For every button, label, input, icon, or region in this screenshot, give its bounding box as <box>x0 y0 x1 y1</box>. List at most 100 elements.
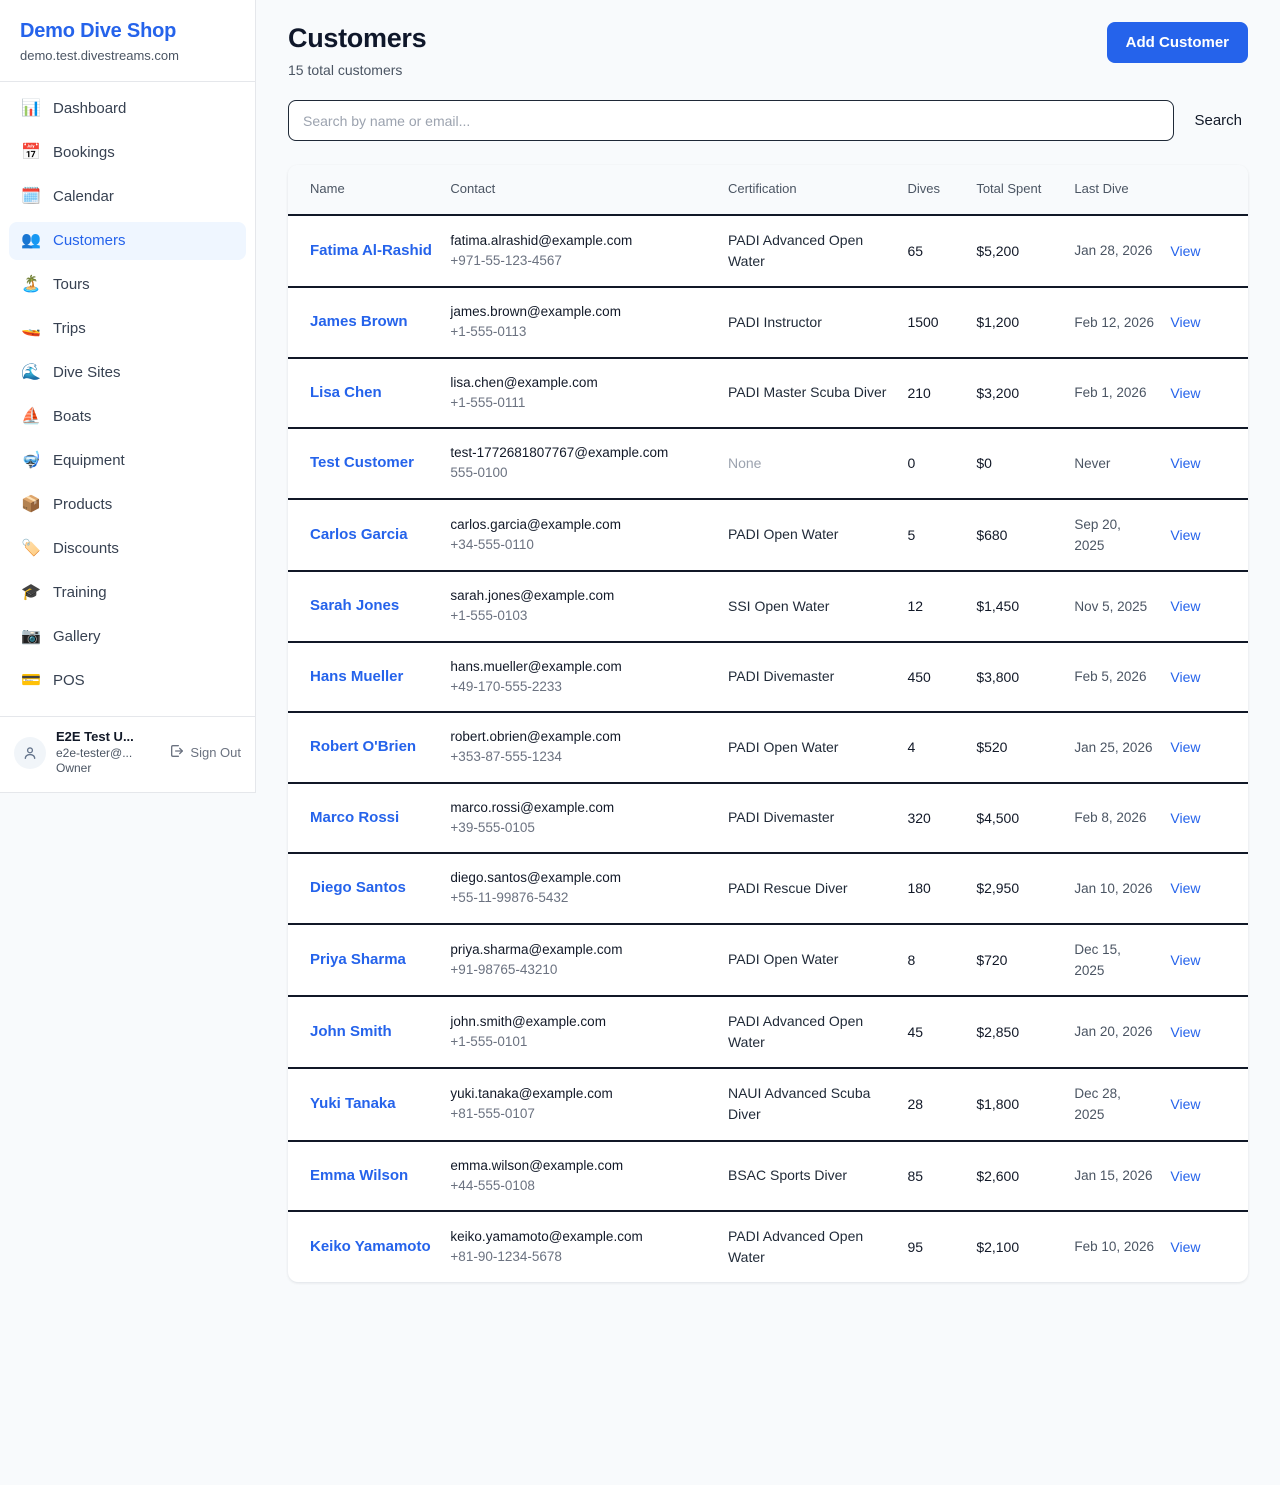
sidebar-item-calendar[interactable]: 🗓️ Calendar <box>9 178 246 216</box>
cell-certification: PADI Divemaster <box>719 782 900 855</box>
view-link[interactable]: View <box>1170 809 1201 826</box>
dives-count: 8 <box>907 951 916 968</box>
customer-name-link[interactable]: Priya Sharma <box>310 950 406 968</box>
view-link[interactable]: View <box>1170 1238 1201 1255</box>
view-link[interactable]: View <box>1170 668 1201 685</box>
cell-dives: 320 <box>899 782 969 855</box>
table-row: Fatima Al-Rashid fatima.alrashid@example.… <box>288 215 1248 289</box>
view-link[interactable]: View <box>1170 1023 1201 1040</box>
customer-name-link[interactable]: Robert O'Brien <box>310 738 417 756</box>
sidebar-item-dashboard[interactable]: 📊 Dashboard <box>9 90 246 128</box>
cell-name: John Smith <box>288 996 443 1070</box>
search-button[interactable]: Search <box>1188 108 1248 133</box>
sidebar-item-equipment[interactable]: 🤿 Equipment <box>9 442 246 480</box>
table-row: Robert O'Brien robert.obrien@example.com +… <box>288 712 1248 784</box>
cell-last-dive: Jan 15, 2026 <box>1066 1140 1163 1213</box>
package-icon: 📦 <box>21 495 41 513</box>
customer-name-link[interactable]: Fatima Al-Rashid <box>310 241 432 259</box>
cell-certification: NAUI Advanced Scuba Diver <box>719 1068 900 1142</box>
view-link[interactable]: View <box>1170 739 1201 756</box>
customer-phone: +1-555-0113 <box>450 324 527 340</box>
column-header-total-spent: Total Spent <box>968 165 1067 217</box>
view-link[interactable]: View <box>1170 880 1201 897</box>
cell-name: Priya Sharma <box>288 923 443 998</box>
certification-value: PADI Open Water <box>727 526 839 543</box>
cell-actions: View <box>1162 357 1248 430</box>
certification-value: PADI Rescue Diver <box>727 879 848 896</box>
sidebar-item-boats[interactable]: ⛵ Boats <box>9 398 246 436</box>
customer-name-link[interactable]: Sarah Jones <box>310 597 400 615</box>
table-head: Name Contact Certification Dives Total S… <box>288 165 1248 217</box>
cell-actions: View <box>1162 641 1248 714</box>
customer-email: marco.rossi@example.com <box>450 799 615 815</box>
view-link[interactable]: View <box>1170 526 1201 543</box>
total-spent-value: $680 <box>976 526 1008 543</box>
view-link[interactable]: View <box>1170 314 1201 331</box>
sidebar-item-products[interactable]: 📦 Products <box>9 486 246 524</box>
certification-value: PADI Open Water <box>727 738 839 755</box>
last-dive-value: Dec 15, 2025 <box>1074 941 1121 978</box>
customer-name-link[interactable]: John Smith <box>310 1022 392 1040</box>
sidebar-item-gallery[interactable]: 📷 Gallery <box>9 618 246 656</box>
customer-name-link[interactable]: Hans Mueller <box>310 667 404 685</box>
cell-contact: carlos.garcia@example.com +34-555-0110 <box>442 498 720 573</box>
last-dive-value: Feb 12, 2026 <box>1074 314 1154 330</box>
sidebar-item-bookings[interactable]: 📅 Bookings <box>9 134 246 172</box>
column-header-last-dive: Last Dive <box>1066 165 1163 217</box>
cell-certification: PADI Rescue Diver <box>719 853 900 925</box>
customer-name-link[interactable]: Emma Wilson <box>310 1166 409 1184</box>
view-link[interactable]: View <box>1170 1167 1201 1184</box>
customer-name-link[interactable]: Yuki Tanaka <box>310 1095 396 1113</box>
customer-name-link[interactable]: Keiko Yamamoto <box>310 1237 431 1255</box>
sidebar-item-training[interactable]: 🎓 Training <box>9 574 246 612</box>
view-link[interactable]: View <box>1170 598 1201 615</box>
cell-actions: View <box>1162 215 1248 289</box>
customer-name-link[interactable]: Marco Rossi <box>310 808 400 826</box>
sidebar-item-trips[interactable]: 🚤 Trips <box>9 310 246 348</box>
cell-contact: keiko.yamamoto@example.com +81-90-1234-56… <box>442 1211 720 1282</box>
sidebar-item-dive-sites[interactable]: 🌊 Dive Sites <box>9 354 246 392</box>
cell-total-spent: $3,800 <box>968 641 1067 714</box>
sidebar-item-label: Gallery <box>53 628 101 646</box>
customer-name-link[interactable]: Lisa Chen <box>310 383 382 401</box>
cell-contact: sarah.jones@example.com +1-555-0103 <box>442 571 720 643</box>
sidebar-item-label: Customers <box>53 232 126 250</box>
search-input[interactable] <box>288 100 1175 142</box>
add-customer-button[interactable]: Add Customer <box>1106 22 1248 63</box>
cell-name: Sarah Jones <box>288 571 443 643</box>
customer-email: emma.wilson@example.com <box>450 1157 624 1173</box>
dives-count: 1500 <box>907 314 939 331</box>
sidebar-item-customers[interactable]: 👥 Customers <box>9 221 246 260</box>
total-spent-value: $2,100 <box>976 1238 1020 1255</box>
customer-name-link[interactable]: Carlos Garcia <box>310 525 408 543</box>
cell-total-spent: $520 <box>968 712 1067 784</box>
table-row: Marco Rossi marco.rossi@example.com +39-55… <box>288 782 1248 855</box>
customer-name-link[interactable]: Diego Santos <box>310 879 406 897</box>
view-link[interactable]: View <box>1170 242 1201 259</box>
view-link[interactable]: View <box>1170 455 1201 472</box>
tag-icon: 🏷️ <box>21 539 41 557</box>
cell-actions: View <box>1162 782 1248 855</box>
sidebar-item-pos[interactable]: 💳 POS <box>9 662 246 700</box>
dives-count: 320 <box>907 809 931 826</box>
cell-total-spent: $1,450 <box>968 571 1067 643</box>
sidebar-item-tours[interactable]: 🏝️ Tours <box>9 266 246 304</box>
cell-dives: 5 <box>899 498 969 573</box>
column-header-certification: Certification <box>719 165 900 217</box>
cell-total-spent: $2,950 <box>968 853 1067 925</box>
cell-contact: lisa.chen@example.com +1-555-0111 <box>442 357 720 430</box>
sign-out-button[interactable]: Sign Out <box>169 743 241 762</box>
customer-name-link[interactable]: James Brown <box>310 313 408 331</box>
customer-name-link[interactable]: Test Customer <box>310 454 414 472</box>
view-link[interactable]: View <box>1170 1096 1201 1113</box>
sidebar-item-label: Dive Sites <box>53 364 121 382</box>
sidebar-item-label: Discounts <box>53 540 119 558</box>
customer-phone: +91-98765-43210 <box>450 961 558 977</box>
sidebar-item-discounts[interactable]: 🏷️ Discounts <box>9 530 246 568</box>
view-link[interactable]: View <box>1170 384 1201 401</box>
customer-phone: +971-55-123-4567 <box>450 253 562 269</box>
palm-tree-icon: 🏝️ <box>21 275 41 293</box>
column-header-contact: Contact <box>442 165 720 217</box>
search-row: Search <box>288 100 1248 142</box>
view-link[interactable]: View <box>1170 951 1201 968</box>
